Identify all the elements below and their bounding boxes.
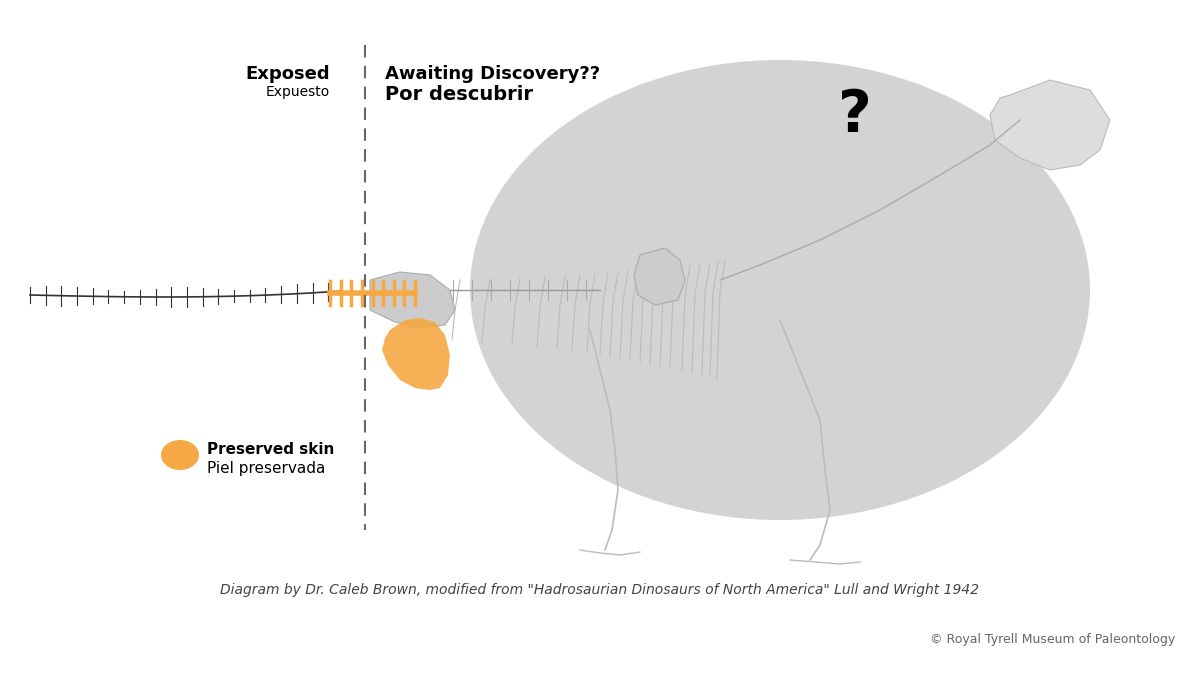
Polygon shape bbox=[990, 80, 1110, 170]
Ellipse shape bbox=[161, 440, 199, 470]
Polygon shape bbox=[634, 248, 685, 305]
Text: ?: ? bbox=[838, 86, 872, 144]
Text: Exposed: Exposed bbox=[245, 65, 330, 83]
Text: © Royal Tyrell Museum of Paleontology: © Royal Tyrell Museum of Paleontology bbox=[930, 634, 1175, 647]
Text: Por descubrir: Por descubrir bbox=[385, 85, 533, 104]
Text: Awaiting Discovery??: Awaiting Discovery?? bbox=[385, 65, 600, 83]
Polygon shape bbox=[370, 272, 455, 328]
Text: Expuesto: Expuesto bbox=[265, 85, 330, 99]
Text: Preserved skin: Preserved skin bbox=[208, 443, 335, 458]
Polygon shape bbox=[382, 318, 450, 390]
Text: Diagram by Dr. Caleb Brown, modified from "Hadrosaurian Dinosaurs of North Ameri: Diagram by Dr. Caleb Brown, modified fro… bbox=[221, 583, 979, 597]
Text: Piel preservada: Piel preservada bbox=[208, 460, 325, 475]
Ellipse shape bbox=[470, 60, 1090, 520]
